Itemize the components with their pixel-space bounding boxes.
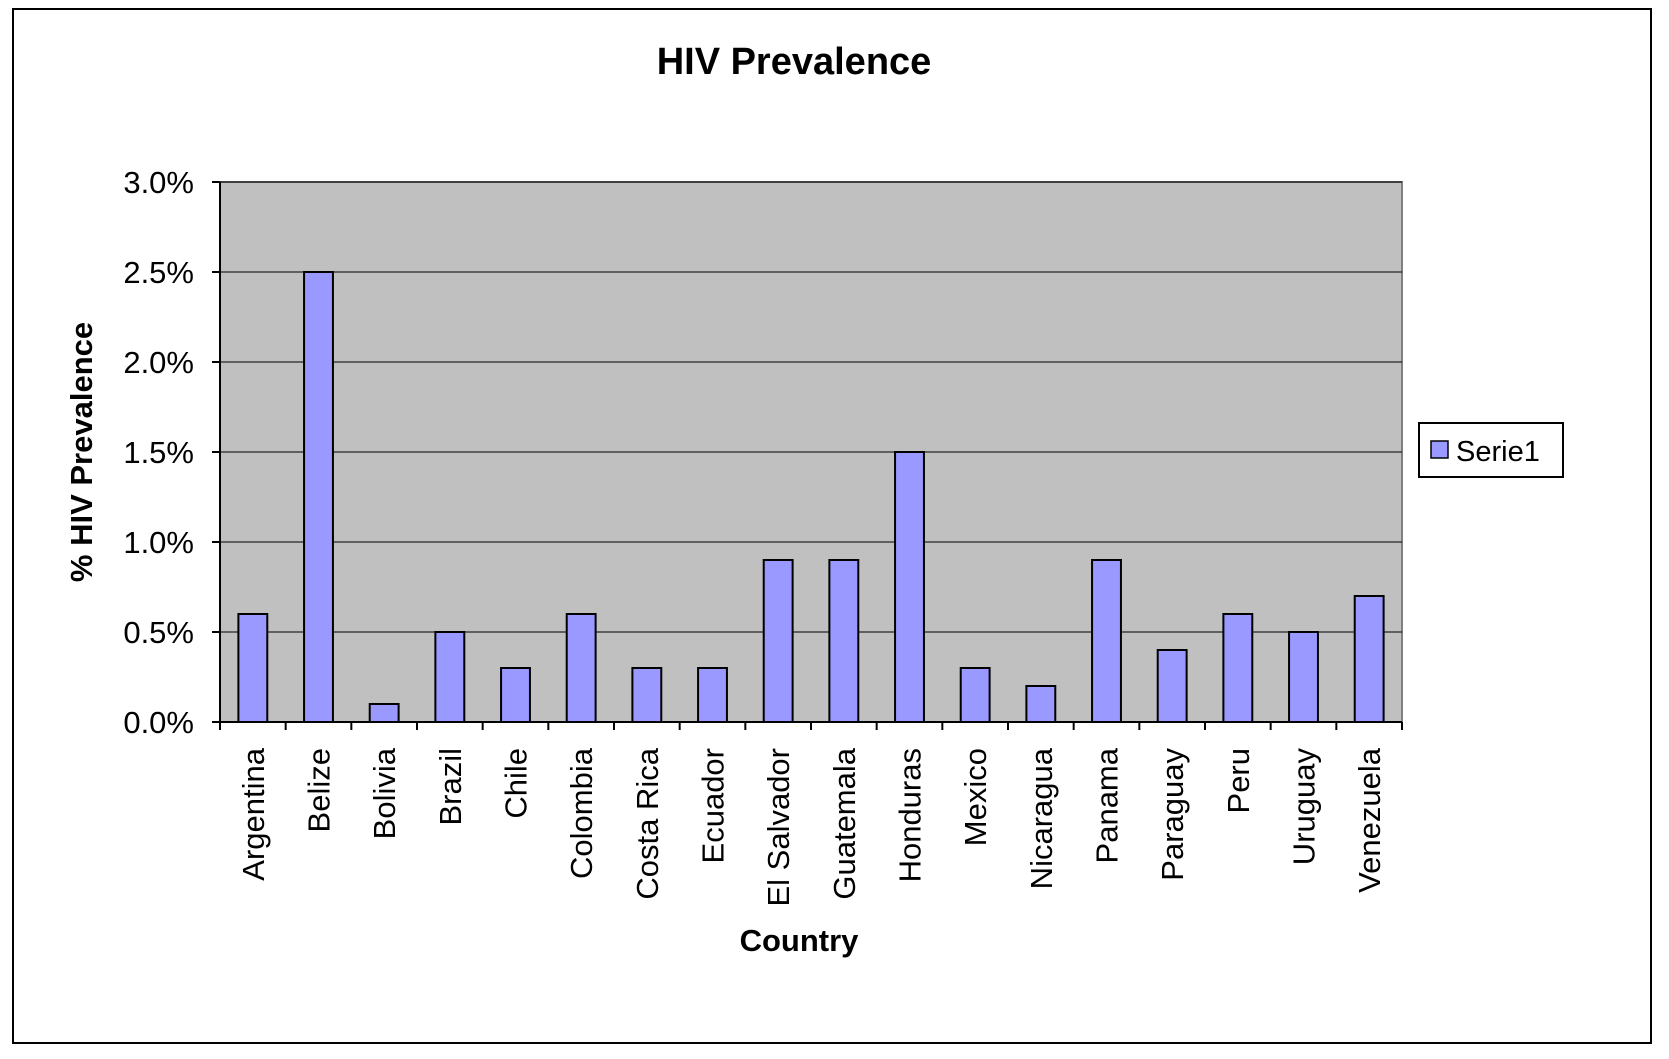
bars xyxy=(237,271,1385,723)
x-tick-label: Bolivia xyxy=(367,747,402,839)
y-tick-label: 3.0% xyxy=(123,165,194,200)
x-tick-label: Chile xyxy=(499,748,534,819)
x-tick-label: Argentina xyxy=(236,747,271,880)
bar-argentina xyxy=(237,613,269,723)
bar-mexico xyxy=(959,667,991,723)
bar-nicaragua xyxy=(1025,685,1057,723)
x-tick-label: Ecuador xyxy=(696,748,731,863)
bar-brazil xyxy=(434,631,466,723)
x-tick-label: Nicaragua xyxy=(1024,747,1059,889)
x-tick-label: Paraguay xyxy=(1155,748,1190,881)
y-tick-label: 1.0% xyxy=(123,525,194,560)
x-axis-ticks: Argentina Belize Bolivia Brazil Chile Colombi… xyxy=(219,722,1403,907)
x-tick-label: Panama xyxy=(1090,747,1125,863)
bar-guatemala xyxy=(828,559,860,723)
y-tick-label: 0.5% xyxy=(123,615,194,650)
x-tick-label: El Salvador xyxy=(761,748,796,907)
x-tick-label: Uruguay xyxy=(1287,748,1322,866)
bar-chart: HIV Prevalence 0.0% 0.5% 1.0% 1.5% 2.0% 2.5% 3… xyxy=(64,41,1564,958)
bar-bolivia xyxy=(368,703,400,723)
y-tick-label: 2.5% xyxy=(123,255,194,290)
x-tick-label: Belize xyxy=(302,748,337,832)
legend: Serie1 xyxy=(1418,422,1564,478)
legend-label-serie1: Serie1 xyxy=(1456,436,1540,468)
y-tick-label: 1.5% xyxy=(123,435,194,470)
legend-swatch-serie1 xyxy=(1430,440,1449,459)
bar-belize xyxy=(303,271,334,723)
y-axis-ticks: 0.0% 0.5% 1.0% 1.5% 2.0% 2.5% 3.0% xyxy=(123,165,220,740)
bar-honduras xyxy=(894,451,925,723)
bar-panama xyxy=(1091,559,1122,723)
x-tick-label: Guatemala xyxy=(827,747,862,899)
bar-colombia xyxy=(565,613,597,723)
bar-uruguay xyxy=(1288,631,1319,723)
bar-chile xyxy=(500,667,531,723)
bar-peru xyxy=(1222,613,1254,723)
chart-title: HIV Prevalence xyxy=(657,41,932,83)
x-tick-label: Brazil xyxy=(433,748,468,826)
y-tick-label: 0.0% xyxy=(123,705,194,740)
y-tick-label: 2.0% xyxy=(123,345,194,380)
bar-venezuela xyxy=(1353,595,1385,723)
bar-el-salvador xyxy=(762,559,794,723)
x-tick-label: Venezuela xyxy=(1352,747,1387,893)
bar-paraguay xyxy=(1156,649,1188,723)
chart-frame: HIV Prevalence 0.0% 0.5% 1.0% 1.5% 2.0% 2.5% 3… xyxy=(12,8,1652,1044)
x-tick-label: Peru xyxy=(1221,748,1256,813)
x-tick-label: Colombia xyxy=(564,747,599,879)
bar-costa-rica xyxy=(631,667,663,723)
x-tick-label: Costa Rica xyxy=(630,747,665,899)
gridlines xyxy=(220,181,1402,633)
bar-ecuador xyxy=(697,667,728,723)
y-axis-label: % HIV Prevalence xyxy=(64,322,99,582)
x-tick-label: Mexico xyxy=(958,748,993,846)
x-tick-label: Honduras xyxy=(893,748,928,882)
x-axis-label: Country xyxy=(740,923,860,958)
